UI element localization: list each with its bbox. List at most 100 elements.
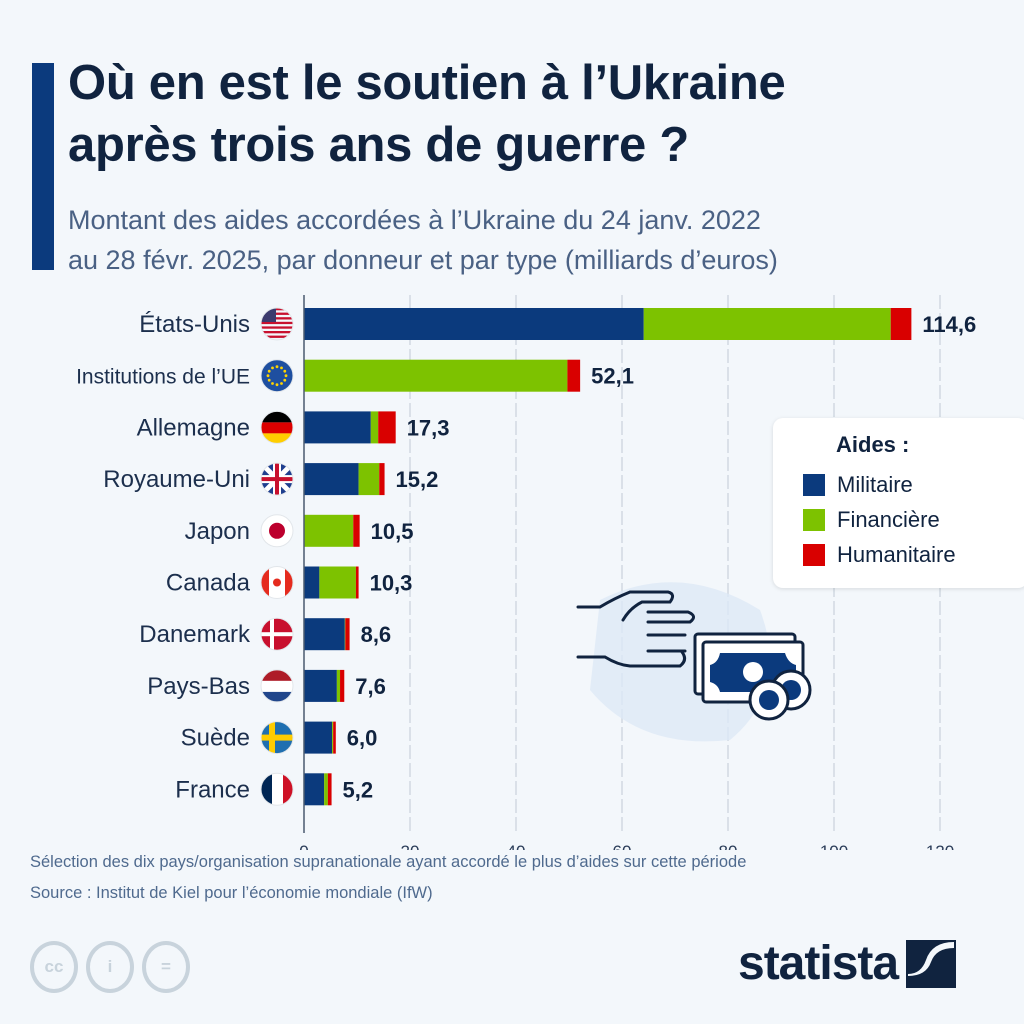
us-stripe xyxy=(261,326,293,329)
legend-item-military: Militaire xyxy=(803,472,913,498)
bar-financial xyxy=(358,463,380,496)
fr-red xyxy=(283,773,293,806)
total-value-label: 7,6 xyxy=(355,674,386,699)
eu-star xyxy=(283,378,287,382)
creative-commons-icon[interactable]: cc xyxy=(30,941,78,993)
nl-red xyxy=(261,669,293,681)
total-value-label: 17,3 xyxy=(407,415,450,440)
de-gold xyxy=(261,433,293,444)
statista-wordmark: statista xyxy=(738,937,899,990)
jp-sun xyxy=(269,522,285,539)
us-stripe xyxy=(261,335,293,338)
bar-financial xyxy=(304,514,354,547)
flag-border xyxy=(260,410,294,444)
bar-humanitarian xyxy=(345,618,350,651)
footnote-selection: Sélection des dix pays/organisation supr… xyxy=(30,853,747,871)
bar-humanitarian xyxy=(327,773,332,806)
title-line-1: Où en est le soutien à l’Ukraine xyxy=(68,56,786,110)
us-flag-icon xyxy=(261,308,293,338)
statista-logo[interactable]: statista xyxy=(738,938,958,990)
license-icons[interactable]: cc i = xyxy=(30,941,190,993)
category-label: France xyxy=(175,776,250,803)
eu-star xyxy=(275,365,279,369)
subtitle-line-2: au 28 févr. 2025, par donneur et par typ… xyxy=(68,245,778,275)
eu-star xyxy=(280,382,283,385)
total-value-label: 114,6 xyxy=(922,312,976,337)
dk-v xyxy=(270,618,274,651)
flag-border xyxy=(260,514,294,548)
nl-white xyxy=(261,680,293,692)
total-value-label: 6,0 xyxy=(347,726,378,751)
dk-flag-icon xyxy=(261,618,293,651)
bar-humanitarian xyxy=(340,669,345,702)
bar-humanitarian xyxy=(333,721,336,754)
legend-label-financial: Financière xyxy=(837,507,940,532)
bar-humanitarian xyxy=(890,308,912,340)
eu-star xyxy=(280,366,283,370)
legend-swatch-military xyxy=(803,474,825,496)
uk-flag-icon xyxy=(261,463,293,496)
us-stripe xyxy=(261,317,293,320)
x-tick-label: 60 xyxy=(613,842,632,850)
stacked-bar-chart: 0 20 40 60 80 100 120 États-Unis 114,6 Institutio… xyxy=(76,295,976,850)
bar-military xyxy=(304,411,371,444)
ca-leaf xyxy=(273,578,281,587)
x-tick-label: 100 xyxy=(820,842,848,850)
attribution-icon[interactable]: i xyxy=(86,941,134,993)
us-stripe xyxy=(261,321,293,325)
statista-logo-icon xyxy=(906,940,957,988)
chart-subtitle: Montant des aides accordées à l’Ukraine … xyxy=(68,200,1018,280)
ca-flag-icon xyxy=(261,566,293,599)
category-label: Pays-Bas xyxy=(147,673,250,700)
eu-star xyxy=(283,369,287,373)
chart-title: Où en est le soutien à l’Ukraine après t… xyxy=(68,52,1008,176)
no-derivatives-icon[interactable]: = xyxy=(142,941,190,993)
flag-border xyxy=(260,669,294,703)
legend-title: Aides : xyxy=(836,432,910,457)
fr-white xyxy=(272,773,283,806)
flag-border xyxy=(260,307,294,341)
bar-humanitarian xyxy=(379,463,385,496)
de-flag-icon xyxy=(261,411,293,444)
title-accent-bar xyxy=(32,63,54,270)
eu-star xyxy=(266,374,270,378)
bar-military xyxy=(304,566,320,599)
eu-star xyxy=(275,383,279,387)
category-label: Allemagne xyxy=(137,414,250,441)
bar-financial xyxy=(336,669,341,702)
fr-flag-icon xyxy=(261,773,293,806)
nl-flag-icon xyxy=(261,669,293,702)
legend-label-military: Militaire xyxy=(837,472,913,497)
legend-label-humanitarian: Humanitaire xyxy=(837,542,956,567)
bar-humanitarian xyxy=(355,566,359,599)
flag-border xyxy=(260,617,294,651)
se-h xyxy=(261,734,293,741)
eu-star xyxy=(267,369,271,373)
subtitle-line-1: Montant des aides accordées à l’Ukraine … xyxy=(68,205,761,235)
legend-swatch-humanitarian xyxy=(803,544,825,566)
legend-item-humanitarian: Humanitaire xyxy=(803,542,956,568)
us-stripe xyxy=(261,331,293,334)
category-label: Canada xyxy=(166,570,251,597)
eu-flag-icon xyxy=(261,359,293,392)
category-label: Royaume-Uni xyxy=(103,466,250,493)
jp-flag-icon xyxy=(261,514,293,547)
bar-humanitarian xyxy=(353,514,360,547)
money-hand-illustration-icon xyxy=(576,582,812,742)
flag-border xyxy=(260,566,294,599)
bar-financial xyxy=(332,721,334,754)
nl-blue xyxy=(261,691,293,702)
bar-financial xyxy=(324,773,328,806)
dk-h xyxy=(261,632,293,637)
ca-left xyxy=(261,566,269,599)
category-label: Danemark xyxy=(139,621,251,648)
x-tick-label: 80 xyxy=(719,842,738,850)
legend-swatch-financial xyxy=(803,509,825,531)
uk-vr xyxy=(275,463,279,496)
total-value-label: 15,2 xyxy=(396,467,439,492)
de-red xyxy=(261,422,293,434)
de-black xyxy=(261,411,293,423)
bar-humanitarian xyxy=(378,411,396,444)
x-tick-label: 0 xyxy=(299,842,308,850)
eu-star xyxy=(284,374,288,378)
